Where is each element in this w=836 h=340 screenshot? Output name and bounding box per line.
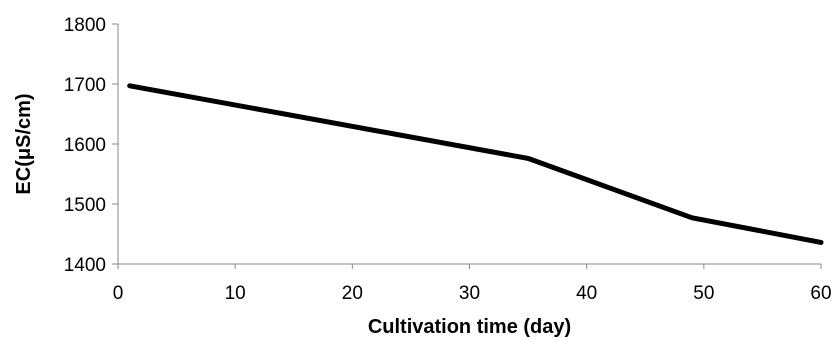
y-tick-label: 1400 (64, 255, 106, 276)
x-axis-title: Cultivation time (day) (368, 316, 571, 338)
x-tick-label: 30 (459, 283, 480, 304)
y-ticks: 1400 1500 1600 1700 1800 (64, 15, 118, 276)
series-line (127, 83, 824, 245)
x-tick-label: 60 (810, 283, 831, 304)
axes (117, 24, 821, 265)
x-tick-label: 50 (693, 283, 714, 304)
x-tick-label: 0 (113, 283, 124, 304)
y-tick-label: 1700 (64, 75, 106, 96)
x-tick-label: 10 (225, 283, 246, 304)
x-ticks: 0 10 20 30 40 50 60 (113, 264, 832, 304)
x-tick-label: 20 (342, 283, 363, 304)
series-layer (127, 83, 824, 245)
y-axis-title: EC(μS/cm) (13, 93, 35, 194)
y-tick-label: 1800 (64, 15, 106, 36)
x-tick-label: 40 (576, 283, 597, 304)
y-tick-label: 1500 (64, 195, 106, 216)
y-tick-label: 1600 (64, 135, 106, 156)
